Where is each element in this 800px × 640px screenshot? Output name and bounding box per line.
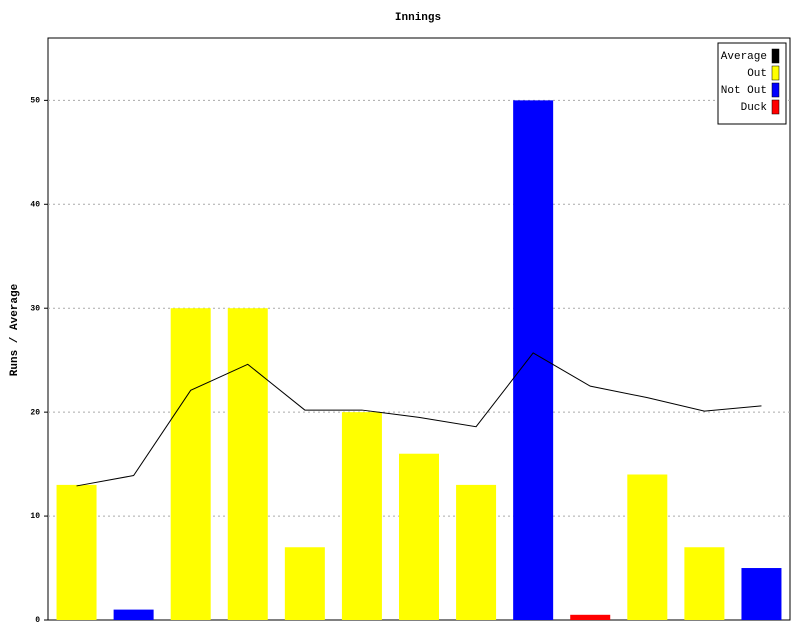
legend-swatch bbox=[771, 65, 780, 81]
y-axis-label: Runs / Average bbox=[9, 283, 21, 376]
y-tick-label: 20 bbox=[30, 408, 40, 417]
bar bbox=[627, 474, 668, 620]
bar bbox=[56, 484, 97, 620]
bar bbox=[456, 484, 497, 620]
y-tick-label: 30 bbox=[30, 304, 40, 313]
bar bbox=[513, 100, 554, 621]
legend-swatch bbox=[771, 82, 780, 98]
legend-label: Out bbox=[747, 68, 767, 80]
legend-label: Not Out bbox=[721, 85, 767, 97]
bar bbox=[170, 308, 211, 620]
bar bbox=[227, 308, 268, 620]
bar bbox=[684, 547, 725, 620]
bar bbox=[341, 412, 382, 620]
bar bbox=[113, 609, 154, 620]
legend-label: Duck bbox=[741, 102, 768, 114]
y-tick-label: 0 bbox=[35, 616, 40, 625]
legend-swatch bbox=[771, 48, 780, 64]
bar bbox=[399, 453, 439, 620]
bar bbox=[570, 614, 611, 620]
y-tick-label: 40 bbox=[30, 200, 40, 209]
average-line bbox=[76, 352, 762, 487]
y-tick-label: 50 bbox=[30, 96, 40, 105]
y-tick-label: 10 bbox=[30, 512, 40, 521]
bar bbox=[741, 568, 782, 620]
bar bbox=[284, 547, 325, 620]
legend-swatch bbox=[771, 99, 780, 115]
legend-label: Average bbox=[721, 51, 767, 63]
chart-title: Innings bbox=[395, 12, 441, 24]
